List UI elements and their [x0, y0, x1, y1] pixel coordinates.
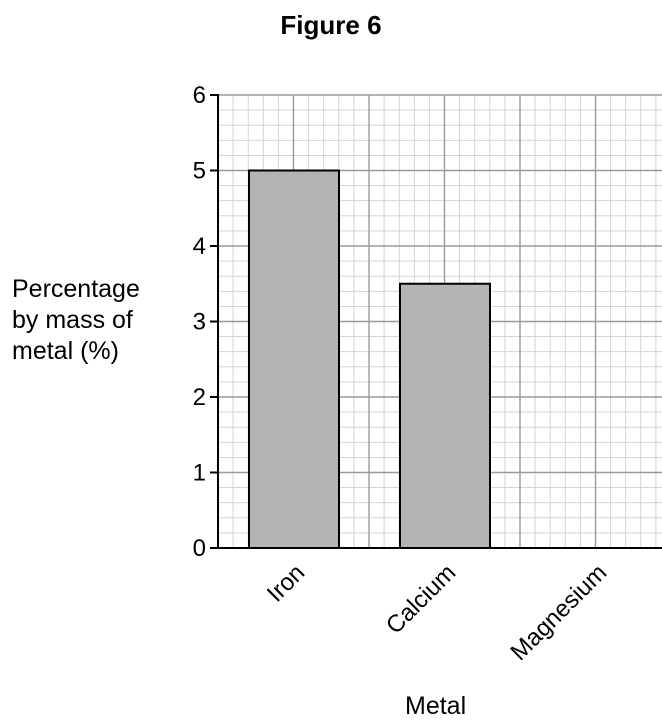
y-tick-label: 2	[193, 384, 206, 411]
y-tick-label: 6	[193, 82, 206, 109]
bar-iron	[248, 169, 340, 549]
y-tick-label: 0	[193, 535, 206, 562]
figure-title: Figure 6	[280, 10, 382, 40]
y-tick-label: 1	[193, 460, 206, 487]
bar-calcium	[399, 282, 491, 549]
y-axis-label-line-1: Percentage	[12, 275, 140, 303]
y-tick-label: 4	[193, 233, 206, 260]
y-axis-label-line-2: by mass of	[12, 306, 133, 334]
x-category-label-magnesium: Magnesium	[505, 559, 612, 666]
bars	[248, 169, 491, 549]
y-tick-label: 5	[193, 158, 206, 185]
x-axis-label: Metal	[405, 692, 467, 720]
y-tick-label: 3	[193, 309, 206, 336]
x-categories: Iron Calcium Magnesium	[262, 559, 612, 666]
x-category-label-calcium: Calcium	[381, 559, 461, 639]
y-axis-label-line-3: metal (%)	[12, 337, 119, 365]
y-ticks: 0 1 2 3 4 5 6	[193, 82, 218, 562]
y-axis-label: Percentage by mass of metal (%)	[12, 274, 140, 367]
x-category-label-iron: Iron	[262, 559, 310, 607]
